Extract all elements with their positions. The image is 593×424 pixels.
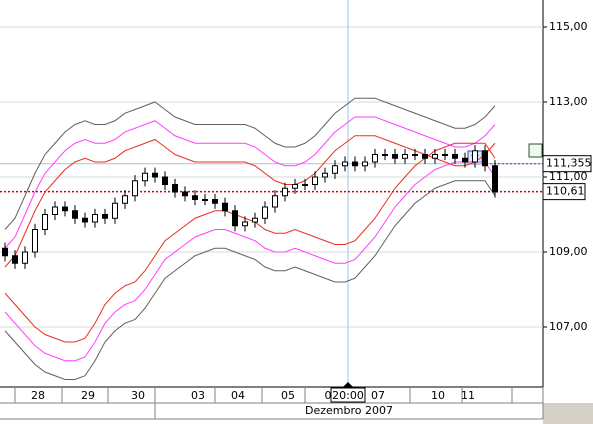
candle-body — [282, 187, 288, 197]
candle-body — [412, 154, 418, 156]
crosshair-box — [542, 155, 592, 173]
y-tick-label: 115,00 — [549, 20, 588, 33]
candle-body — [452, 154, 458, 159]
x-tick-label: 03 — [191, 389, 205, 402]
candle-body — [432, 154, 438, 159]
band-line — [4, 97, 496, 230]
candle-body — [82, 217, 88, 223]
candle-body — [52, 206, 58, 215]
x-tick-label: 11 — [461, 389, 475, 402]
candle-body — [422, 154, 428, 159]
y-tick-label: 113,00 — [549, 95, 588, 108]
candle-body — [302, 184, 308, 186]
x-tick-label: 29 — [81, 389, 95, 402]
candle-body — [72, 210, 78, 219]
last-price-box — [542, 183, 586, 201]
candle-body — [352, 161, 358, 167]
candle-body — [332, 165, 338, 174]
candle-body — [202, 199, 208, 201]
candle-body — [242, 221, 248, 227]
x-tick-label: 05 — [281, 389, 295, 402]
band-line — [4, 161, 496, 362]
candle-body — [312, 176, 318, 185]
band-line — [4, 135, 496, 268]
x-tick-label: 10 — [431, 389, 445, 402]
candle-body — [342, 161, 348, 167]
last-price-label: 110,61 — [546, 185, 585, 198]
band-line — [4, 116, 496, 249]
candle-body — [12, 255, 18, 264]
candle-body — [112, 202, 118, 219]
candle-body — [212, 199, 218, 204]
candle-body — [92, 214, 98, 223]
y-tick-label: 109,00 — [549, 245, 588, 258]
candle-body — [162, 176, 168, 185]
candle-body — [132, 180, 138, 197]
candle-body — [482, 150, 488, 167]
candle-body — [222, 202, 228, 212]
x-group-label: Dezembro 2007 — [305, 404, 393, 417]
candle-body — [42, 214, 48, 230]
x-tick-label: 07 — [371, 389, 385, 402]
candle-body — [152, 172, 158, 178]
candle-body — [2, 247, 8, 257]
y-tick-label: 107,00 — [549, 320, 588, 333]
candle-body — [382, 154, 388, 156]
candle-body — [122, 195, 128, 204]
candle-body — [462, 157, 468, 163]
x-tick-label: 04 — [231, 389, 245, 402]
candle-body — [402, 154, 408, 159]
candle-body — [372, 154, 378, 163]
x-tick-label: 0 — [325, 389, 332, 402]
candle-body — [362, 161, 368, 167]
crosshair-arrow — [343, 382, 353, 387]
candle-body — [292, 184, 298, 189]
candle-body — [442, 154, 448, 156]
band-line — [4, 180, 496, 380]
candle-body — [272, 195, 278, 208]
candle-body — [392, 154, 398, 159]
candle-body — [62, 206, 68, 212]
corner — [543, 403, 593, 424]
candle-body — [142, 172, 148, 182]
candle-body — [232, 210, 238, 227]
crosshair-time: 20:00 — [332, 389, 364, 402]
candle-body — [22, 251, 28, 264]
crosshair-time-box — [330, 387, 366, 403]
candle-body — [192, 195, 198, 200]
candle-body — [102, 214, 108, 219]
candle-body — [182, 191, 188, 197]
candle-body — [492, 165, 498, 193]
x-tick-label: 30 — [131, 389, 145, 402]
signal-icon — [528, 143, 543, 158]
candle-body — [322, 172, 328, 178]
candle-body — [252, 217, 258, 223]
candle-body — [32, 229, 38, 253]
candle-body — [172, 184, 178, 193]
candle-body — [262, 206, 268, 219]
x-tick-label: 28 — [31, 389, 45, 402]
crosshair-label: 111,355 — [546, 157, 592, 170]
candle-body — [472, 150, 478, 163]
band-line — [4, 142, 496, 343]
y-tick-label: 111,00 — [549, 170, 588, 183]
